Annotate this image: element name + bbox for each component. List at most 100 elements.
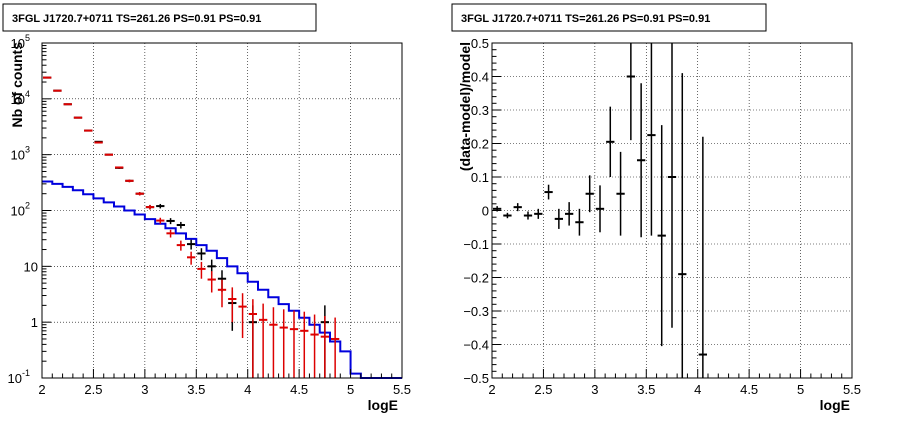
sum-point (248, 299, 257, 378)
left-grid (42, 43, 402, 378)
left-plot-area (42, 76, 402, 379)
residual-point (554, 208, 563, 229)
sum-point (104, 153, 113, 156)
left-x-tick-label: 3.5 (187, 382, 205, 397)
right-y-tick-label: 0.5 (471, 36, 489, 51)
right-plot-area (493, 43, 707, 378)
right-y-tick-label: −0.5 (463, 371, 489, 386)
sum-point (279, 309, 288, 378)
data-point (166, 218, 175, 225)
residual-point (698, 136, 707, 378)
sum-point (166, 229, 175, 238)
sum-point (197, 261, 206, 279)
residual-point (616, 151, 625, 236)
residual-point (565, 202, 574, 226)
left-x-tick-label: 5.5 (393, 382, 411, 397)
right-x-tick-label: 5 (797, 382, 804, 397)
residual-point (523, 211, 533, 220)
right-title-box (451, 3, 767, 32)
residual-point (667, 43, 677, 328)
right-axes: 2 2.5 3 3.5 4 4.5 5 5.5 −0.5 −0.4 −0.3 −0.2 −0.1 0 0.1… (463, 36, 861, 397)
sum-point (207, 271, 216, 293)
right-x-tick-label: 5.5 (843, 382, 861, 397)
sum-point (156, 217, 165, 224)
left-spectrum-pad: 3FGL J1720.7+0711 TS=261.26 PS=0.91 PS=0… (2, 3, 411, 413)
data-point (197, 248, 206, 261)
left-x-tick-label: 2 (38, 382, 45, 397)
sum-point (125, 179, 134, 183)
left-y-tick-label: 10 (24, 259, 38, 274)
data-point (187, 239, 196, 250)
right-y-axis-title: (data-model)/model (457, 42, 473, 171)
sum-point (331, 317, 340, 378)
data-point (156, 203, 165, 209)
sum-point (228, 287, 237, 323)
right-x-tick-label: 2 (488, 382, 495, 397)
residual-point (503, 212, 512, 219)
sum-point (145, 204, 155, 210)
left-y-tick-label: 1 (31, 315, 38, 330)
residual-point (575, 208, 584, 236)
sum-point (310, 314, 319, 378)
sum-point (84, 129, 93, 132)
right-x-tick-label: 3.5 (637, 382, 655, 397)
left-x-tick-label: 4 (244, 382, 251, 397)
data-point (176, 221, 185, 229)
residual-point (513, 203, 522, 212)
right-y-tick-label: 0.4 (471, 70, 489, 85)
left-title-box (2, 3, 317, 32)
right-y-tick-label: −0.1 (463, 237, 489, 252)
right-x-tick-label: 4.5 (740, 382, 758, 397)
residual-point (647, 43, 656, 236)
sum-point (289, 310, 299, 378)
model-histogram (42, 180, 402, 379)
right-x-tick-label: 4 (694, 382, 701, 397)
sum-point (73, 116, 83, 119)
left-y-tick-exponent: 3 (25, 145, 30, 155)
right-y-tick-label: 0 (482, 204, 489, 219)
right-y-tick-label: 0.2 (471, 137, 489, 152)
left-x-tick-label: 5 (347, 382, 354, 397)
sum-series (43, 76, 340, 378)
left-title: 3FGL J1720.7+0711 TS=261.26 PS=0.91 PS=0… (12, 13, 261, 25)
right-y-tick-label: −0.4 (463, 338, 489, 353)
residual-point (657, 125, 666, 347)
sum-point (135, 192, 144, 196)
sum-point (94, 141, 103, 144)
residual-point (544, 184, 553, 200)
sum-point (217, 279, 227, 308)
residual-series (493, 43, 707, 378)
residual-point (595, 185, 605, 233)
sum-point (63, 103, 72, 106)
left-x-axis-title: logE (368, 397, 398, 413)
sum-point (300, 311, 309, 378)
data-series (43, 76, 329, 378)
sum-point (176, 240, 185, 251)
left-x-tick-label: 2.5 (84, 382, 102, 397)
left-x-tick-label: 4.5 (290, 382, 308, 397)
left-y-axis-title: Nb of counts (9, 42, 25, 128)
right-y-tick-label: −0.2 (463, 271, 489, 286)
right-residual-pad: 3FGL J1720.7+0711 TS=261.26 PS=0.91 PS=0… (451, 3, 861, 413)
residual-point (626, 43, 635, 141)
left-y-tick-label: 103 (11, 145, 30, 163)
right-y-tick-label: 0.3 (471, 103, 489, 118)
right-y-tick-label: −0.3 (463, 304, 489, 319)
sum-point (269, 307, 278, 378)
right-y-tick-label: 0.1 (471, 170, 489, 185)
sum-point (238, 293, 247, 339)
sum-point (259, 303, 268, 378)
right-x-tick-label: 2.5 (534, 382, 552, 397)
right-x-axis-title: logE (820, 397, 850, 413)
sum-point (115, 166, 124, 169)
residual-point (585, 175, 594, 213)
left-y-tick-exponent: 4 (25, 89, 30, 99)
left-y-tick-exponent: 5 (25, 33, 30, 43)
residual-point (606, 106, 615, 177)
residual-point (637, 83, 646, 238)
left-y-tick-exponent: -1 (22, 368, 30, 378)
left-y-tick-label: 10-1 (8, 368, 30, 386)
left-y-tick-label: 102 (11, 201, 30, 219)
sum-point (187, 251, 196, 265)
